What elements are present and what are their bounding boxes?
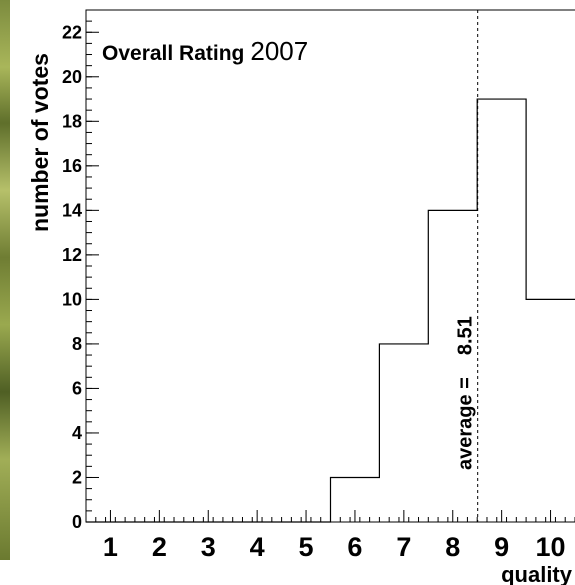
x-tick-label-8: 8 xyxy=(445,532,460,562)
x-tick-label-5: 5 xyxy=(299,532,314,562)
x-tick-label-10: 10 xyxy=(536,532,566,562)
chart-title: Overall Rating 2007 xyxy=(102,36,308,66)
x-tick-label-1: 1 xyxy=(103,532,118,562)
average-marker: average = 8.51 xyxy=(455,10,479,522)
y-tick-label-20: 20 xyxy=(62,67,82,87)
y-tick-label-10: 10 xyxy=(62,289,82,309)
y-tick-label-6: 6 xyxy=(72,378,82,398)
y-axis-title: number of votes xyxy=(27,53,53,232)
plot-border xyxy=(85,9,575,523)
plot-frame xyxy=(85,9,575,523)
x-tick-label-4: 4 xyxy=(250,532,265,562)
histogram-series xyxy=(86,98,575,523)
x-tick-label-2: 2 xyxy=(152,532,167,562)
y-tick-label-12: 12 xyxy=(62,245,82,265)
chart-title-bold: Overall Rating xyxy=(102,42,244,65)
y-tick-label-22: 22 xyxy=(62,22,82,42)
y-tick-label-2: 2 xyxy=(72,467,82,487)
y-tick-label-18: 18 xyxy=(62,111,82,131)
x-axis-title: quality xyxy=(501,562,573,585)
x-tick-label-3: 3 xyxy=(201,532,216,562)
histogram-outline xyxy=(86,98,575,523)
x-tick-label-7: 7 xyxy=(396,532,411,562)
y-tick-label-14: 14 xyxy=(62,200,82,220)
average-label-text: average = xyxy=(455,377,477,470)
y-tick-label-4: 4 xyxy=(72,423,82,443)
minor-ticks xyxy=(85,9,575,523)
major-ticks xyxy=(86,31,552,523)
histogram-bin-7 xyxy=(379,344,428,522)
x-tick-label-9: 9 xyxy=(494,532,509,562)
average-value: 8.51 xyxy=(455,316,477,355)
x-tick-label-6: 6 xyxy=(347,532,362,562)
y-tick-label-0: 0 xyxy=(72,512,82,532)
histogram-bin-10 xyxy=(526,299,575,522)
chart-title-year: 2007 xyxy=(250,36,308,66)
x-tick-labels: 1 2 3 4 5 6 7 8 9 10 xyxy=(103,532,566,562)
background-photo-strip xyxy=(0,0,10,560)
histogram-bin-8 xyxy=(428,210,477,522)
average-label: average = 8.51 xyxy=(455,316,477,470)
y-tick-label-16: 16 xyxy=(62,156,82,176)
histogram-bin-9 xyxy=(477,99,526,522)
y-tick-label-8: 8 xyxy=(72,334,82,354)
y-tick-labels: 0 2 4 6 8 10 12 14 16 18 20 22 xyxy=(62,22,82,532)
